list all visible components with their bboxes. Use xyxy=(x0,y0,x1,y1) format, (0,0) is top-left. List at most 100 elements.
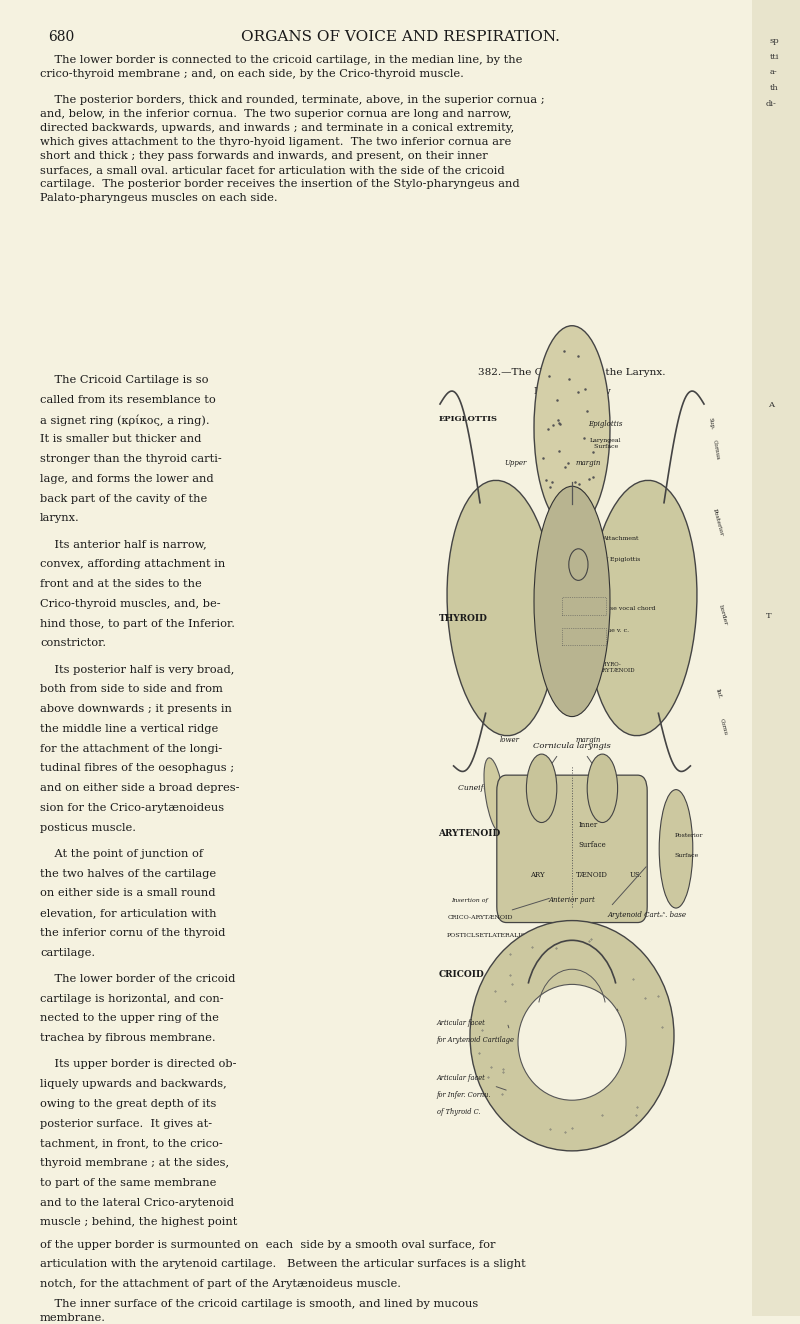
Text: oid: oid xyxy=(582,1008,593,1016)
Text: cartilage is horizontal, and con-: cartilage is horizontal, and con- xyxy=(40,993,224,1004)
Text: Posterior View: Posterior View xyxy=(534,387,610,396)
Text: Upper: Upper xyxy=(504,459,526,467)
Text: POSTICLSETLATERALIS: POSTICLSETLATERALIS xyxy=(446,933,526,939)
Text: thyroid membrane ; at the sides,: thyroid membrane ; at the sides, xyxy=(40,1158,229,1168)
Text: both from side to side and from: both from side to side and from xyxy=(40,685,223,694)
Ellipse shape xyxy=(518,985,626,1100)
Text: notch, for the attachment of part of the Arytænoideus muscle.: notch, for the attachment of part of the… xyxy=(40,1279,401,1290)
Text: tachment, in front, to the crico-: tachment, in front, to the crico- xyxy=(40,1139,222,1148)
Text: Cornicula laryngis: Cornicula laryngis xyxy=(533,743,611,751)
Text: and to the lateral Crico-arytenoid: and to the lateral Crico-arytenoid xyxy=(40,1198,234,1207)
Ellipse shape xyxy=(526,755,557,822)
Text: lage, and forms the lower and: lage, and forms the lower and xyxy=(40,474,214,483)
Bar xyxy=(554,481,590,552)
Text: muscle ; behind, the highest point: muscle ; behind, the highest point xyxy=(40,1217,238,1227)
Text: of the upper border is surmounted on  each  side by a smooth oval surface, for: of the upper border is surmounted on eac… xyxy=(40,1239,495,1250)
FancyBboxPatch shape xyxy=(497,775,647,923)
Text: cartilage.: cartilage. xyxy=(40,948,95,957)
Text: nected to the upper ring of the: nected to the upper ring of the xyxy=(40,1013,219,1023)
Text: on either side is a small round: on either side is a small round xyxy=(40,888,215,898)
Text: articulation with the arytenoid cartilage.   Between the articular surfaces is a: articulation with the arytenoid cartilag… xyxy=(40,1259,526,1270)
Text: margin: margin xyxy=(576,459,602,467)
Text: CRICOID: CRICOID xyxy=(438,969,484,978)
Text: a-: a- xyxy=(770,69,778,77)
Text: sion for the Crico-arytænoideus: sion for the Crico-arytænoideus xyxy=(40,802,224,813)
Text: ARY: ARY xyxy=(530,871,545,879)
FancyBboxPatch shape xyxy=(551,475,593,561)
Text: US.: US. xyxy=(630,871,642,879)
Ellipse shape xyxy=(447,481,556,736)
Text: Thyroid: Thyroid xyxy=(552,571,585,579)
Text: The lower border is connected to the cricoid cartilage, in the median line, by t: The lower border is connected to the cri… xyxy=(40,56,522,79)
Text: lower: lower xyxy=(500,736,520,744)
Text: for Infer. Cornu.: for Infer. Cornu. xyxy=(437,1091,491,1099)
Text: It is smaller but thicker and: It is smaller but thicker and xyxy=(40,434,202,445)
Text: TÆNOID: TÆNOID xyxy=(576,871,608,879)
Text: of Epiglottis: of Epiglottis xyxy=(602,557,641,561)
Text: posticus muscle.: posticus muscle. xyxy=(40,822,136,833)
Text: hind those, to part of the Inferior.: hind those, to part of the Inferior. xyxy=(40,618,235,629)
Text: Arytenoid Cartₙˢ. base: Arytenoid Cartₙˢ. base xyxy=(608,911,687,919)
Text: back part of the cavity of the: back part of the cavity of the xyxy=(40,494,207,503)
Text: the middle line a vertical ridge: the middle line a vertical ridge xyxy=(40,724,218,733)
Ellipse shape xyxy=(587,755,618,822)
Text: Articular facet: Articular facet xyxy=(437,1018,486,1026)
Text: true v. c.: true v. c. xyxy=(602,628,630,633)
Text: ARYTENOID: ARYTENOID xyxy=(438,829,501,838)
Text: THYROID: THYROID xyxy=(438,614,487,624)
Text: to part of the same membrane: to part of the same membrane xyxy=(40,1178,216,1188)
Text: The Cricoid Cartilage is so: The Cricoid Cartilage is so xyxy=(40,375,209,385)
Text: Cart: Cart xyxy=(604,1008,620,1016)
Text: Epiglottis: Epiglottis xyxy=(588,420,622,428)
Bar xyxy=(562,597,606,614)
Text: and on either side a broad depres-: and on either side a broad depres- xyxy=(40,782,239,793)
Text: border: border xyxy=(718,604,728,625)
Text: Cornu: Cornu xyxy=(718,718,728,735)
Text: the inferior cornu of the thyroid: the inferior cornu of the thyroid xyxy=(40,928,226,937)
Text: Crico-thyroid muscles, and, be-: Crico-thyroid muscles, and, be- xyxy=(40,598,221,609)
Text: tti: tti xyxy=(770,53,779,61)
Text: Surface: Surface xyxy=(674,853,698,858)
Ellipse shape xyxy=(659,789,693,908)
Text: The lower border of the cricoid: The lower border of the cricoid xyxy=(40,974,235,984)
Text: Posterior: Posterior xyxy=(674,833,702,838)
Text: for the attachment of the longi-: for the attachment of the longi- xyxy=(40,744,222,753)
Text: Cartilage: Cartilage xyxy=(548,617,587,625)
Text: Anterior part: Anterior part xyxy=(549,896,595,904)
Text: The inner surface of the cricoid cartilage is smooth, and lined by mucous: The inner surface of the cricoid cartila… xyxy=(40,1299,478,1309)
Text: larynx.: larynx. xyxy=(40,514,80,523)
Text: for Arytenoid Cartilage: for Arytenoid Cartilage xyxy=(437,1035,514,1043)
Text: of Thyroid C.: of Thyroid C. xyxy=(437,1108,481,1116)
Text: a signet ring (κρίκος, a ring).: a signet ring (κρίκος, a ring). xyxy=(40,414,210,426)
Text: CRICO-ARYTÆNOID: CRICO-ARYTÆNOID xyxy=(448,915,514,920)
Text: front and at the sides to the: front and at the sides to the xyxy=(40,579,202,589)
Text: At the point of junction of: At the point of junction of xyxy=(40,849,203,859)
Text: sp: sp xyxy=(770,37,779,45)
Text: trachea by fibrous membrane.: trachea by fibrous membrane. xyxy=(40,1033,216,1043)
Bar xyxy=(752,0,800,1316)
Text: 382.—The Cartilages of the Larynx.: 382.—The Cartilages of the Larynx. xyxy=(478,368,666,377)
Text: owing to the great depth of its: owing to the great depth of its xyxy=(40,1099,216,1110)
Text: called from its resemblance to: called from its resemblance to xyxy=(40,395,216,405)
Text: membrane.: membrane. xyxy=(40,1313,106,1324)
Text: Laryngeal
  Surface: Laryngeal Surface xyxy=(590,438,622,449)
Text: Posterior: Posterior xyxy=(712,508,724,536)
Text: th: th xyxy=(770,85,778,93)
Text: posterior surface.  It gives at-: posterior surface. It gives at- xyxy=(40,1119,212,1128)
Text: stronger than the thyroid carti-: stronger than the thyroid carti- xyxy=(40,454,222,463)
Ellipse shape xyxy=(534,486,610,716)
Text: EPIGLOTTIS: EPIGLOTTIS xyxy=(438,414,498,422)
Text: A: A xyxy=(768,401,774,409)
Text: di-: di- xyxy=(766,101,777,109)
Text: Its anterior half is narrow,: Its anterior half is narrow, xyxy=(40,540,206,549)
Text: Cuneiform Cartilage: Cuneiform Cartilage xyxy=(458,784,537,792)
Ellipse shape xyxy=(588,481,697,736)
Text: margin: margin xyxy=(576,736,602,744)
Text: false vocal chord: false vocal chord xyxy=(602,605,656,610)
Text: elevation, for articulation with: elevation, for articulation with xyxy=(40,908,217,918)
Text: ORGANS OF VOICE AND RESPIRATION.: ORGANS OF VOICE AND RESPIRATION. xyxy=(241,30,559,44)
Ellipse shape xyxy=(484,757,505,831)
Text: Its posterior half is very broad,: Its posterior half is very broad, xyxy=(40,665,234,675)
Bar xyxy=(562,628,606,645)
Text: Inf.: Inf. xyxy=(714,688,722,699)
